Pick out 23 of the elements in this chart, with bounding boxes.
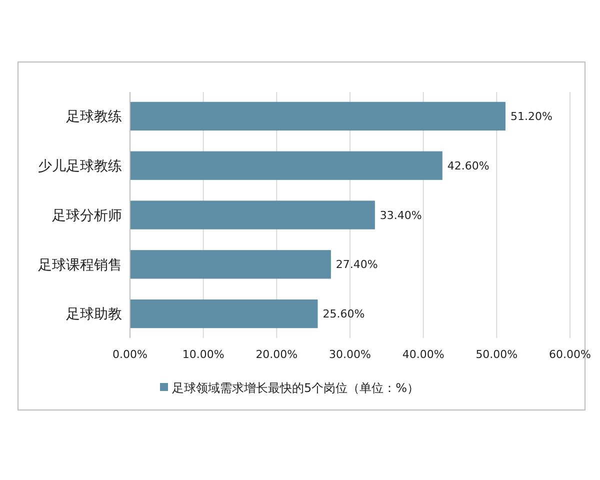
data-label: 51.20% — [510, 110, 552, 124]
x-tick-label: 20.00% — [256, 348, 298, 361]
bar — [130, 250, 331, 279]
y-tick-label: 足球课程销售 — [38, 257, 122, 274]
x-tick-label: 30.00% — [329, 348, 371, 361]
y-tick-label: 足球助教 — [66, 306, 122, 323]
bar — [130, 102, 506, 131]
x-tick-label: 50.00% — [476, 348, 518, 361]
x-tick-label: 60.00% — [549, 348, 591, 361]
x-tick-label: 0.00% — [112, 348, 148, 361]
y-tick-label: 少儿足球教练 — [38, 158, 122, 174]
y-tick-label: 足球教练 — [66, 109, 122, 126]
legend-label: 足球领域需求增长最快的5个岗位（单位：%） — [172, 381, 420, 396]
y-tick-label: 足球分析师 — [52, 208, 122, 224]
data-label: 42.60% — [447, 159, 490, 172]
data-label: 27.40% — [336, 258, 378, 272]
data-label: 33.40% — [380, 208, 422, 222]
bar — [130, 200, 375, 230]
bar — [130, 299, 318, 328]
data-label: 25.60% — [322, 308, 365, 321]
bar — [130, 151, 442, 180]
x-tick-label: 10.00% — [182, 348, 224, 361]
x-tick-label: 40.00% — [402, 348, 444, 361]
